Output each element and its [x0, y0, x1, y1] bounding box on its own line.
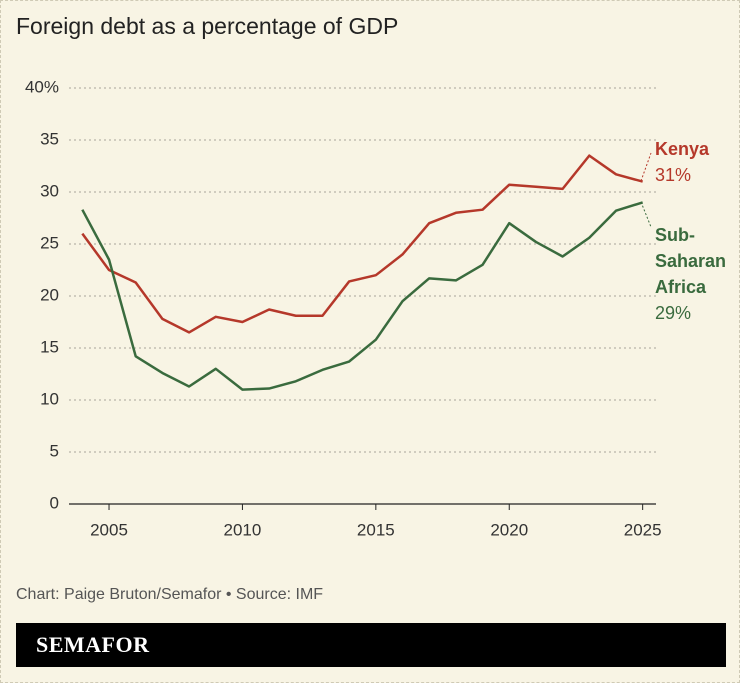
series-line	[81, 201, 644, 391]
label-leader	[640, 201, 652, 228]
series-label: Sub-Saharan Africa 29%	[655, 222, 733, 326]
y-tick-label: 30	[40, 181, 59, 200]
x-tick-label: 2025	[624, 520, 662, 539]
y-tick-label: 10	[40, 389, 59, 408]
end-value-label: 29%	[655, 303, 692, 323]
brand-bar: SEMAFOR	[16, 623, 726, 667]
x-tick-label: 2020	[490, 520, 528, 539]
y-tick-label: 5	[50, 441, 59, 460]
source-note: Chart: Paige Bruton/Semafor • Source: IM…	[16, 586, 324, 603]
series-line	[81, 154, 643, 334]
x-tick-label: 2015	[357, 520, 395, 539]
y-tick-label: 0	[50, 493, 59, 512]
brand-logo: SEMAFOR	[36, 632, 150, 657]
label-leader	[640, 152, 652, 182]
y-tick-label: 40%	[25, 77, 59, 96]
legend-entry: Sub-Saharan Africa	[655, 225, 727, 297]
series-label: Kenya 31%	[655, 136, 733, 188]
chart-title: Foreign debt as a percentage of GDP	[16, 13, 399, 39]
x-tick-label: 2005	[90, 520, 128, 539]
y-tick-label: 20	[40, 285, 59, 304]
y-tick-label: 35	[40, 129, 59, 148]
end-value-label: 31%	[655, 165, 692, 185]
legend-entry: Kenya	[655, 139, 710, 159]
y-tick-label: 15	[40, 337, 59, 356]
y-tick-label: 25	[40, 233, 59, 252]
x-tick-label: 2010	[224, 520, 262, 539]
